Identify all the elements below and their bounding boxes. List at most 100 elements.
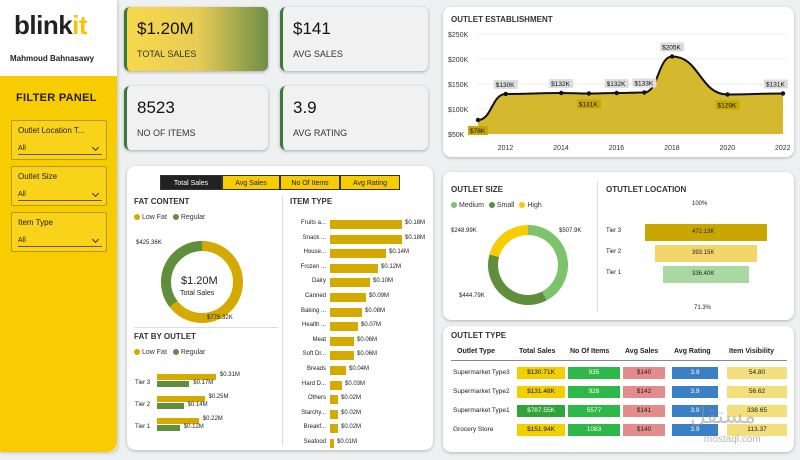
item-category: Frozen ... [300, 263, 326, 270]
y-tick-label: $200K [448, 57, 469, 64]
data-label: $78K [470, 128, 486, 135]
item-category: Dairy [311, 278, 326, 285]
filter-dropdown[interactable]: All [18, 235, 102, 247]
item-category: Snack ... [302, 234, 326, 241]
kpi-avg-rating: 3.9 AVG RATING [280, 86, 428, 150]
table-cell-items: 928 [568, 386, 620, 398]
table-cell-type: Supermarket Type3 [453, 369, 510, 376]
item-category: Starchy... [301, 409, 326, 416]
tab-avg-rating[interactable]: Avg Rating [340, 175, 400, 190]
fat-by-outlet-legend: Low Fat Regular [134, 349, 205, 356]
legend-dot [134, 349, 140, 356]
item-value-label: $0.06M [357, 351, 378, 358]
kpi-value: $1.20M [137, 19, 194, 38]
item-category: House... [303, 249, 326, 256]
data-point [558, 90, 564, 96]
table-cell-rating: 3.9 [672, 386, 718, 398]
kpi-value: $141 [293, 19, 331, 38]
tab-no-of-items[interactable]: No Of Items [280, 175, 340, 190]
data-label: $130K [496, 82, 515, 89]
item-value-label: $0.07M [361, 322, 382, 329]
data-label-bg [764, 79, 788, 89]
kpi-total-sales: $1.20M TOTAL SALES [124, 7, 268, 71]
filter-outlet-size[interactable]: Outlet Size All [11, 166, 107, 206]
data-point [475, 117, 481, 123]
item-value-label: $0.06M [357, 336, 378, 343]
item-bar [330, 366, 346, 375]
sidebar: blinkit Mahmoud Bahnasawy FILTER PANEL O… [0, 0, 117, 452]
table-cell-avg: $142 [623, 386, 665, 398]
funnel-bar [645, 224, 767, 241]
fbo-category: Tier 2 [135, 402, 151, 408]
table-cell-avg: $140 [623, 367, 665, 379]
data-label-bg [604, 79, 629, 88]
donut-slice [527, 225, 568, 301]
kpi-no-of-items: 8523 NO OF ITEMS [124, 86, 268, 150]
kpi-label: AVG SALES [293, 49, 343, 59]
donut-label-regular: $425.36K [136, 240, 162, 246]
tab-avg-sales[interactable]: Avg Sales [222, 175, 280, 190]
data-label: $131K [766, 82, 785, 89]
item-value-label: $0.09M [369, 293, 390, 299]
donut-label-lowfat: $776.32K [207, 315, 233, 321]
item-category: Hard D... [301, 380, 326, 387]
fbo-category: Tier 1 [135, 424, 151, 430]
item-category: Health ... [301, 322, 326, 329]
item-category: Seafood [303, 439, 326, 445]
data-label: $133K [634, 81, 653, 88]
outlet-establishment-chart: $250K $200K $150K $100K $50K $78K $130K $132K $1… [448, 32, 790, 152]
funnel-label: 393.15K [692, 250, 715, 256]
funnel-category: Tier 2 [606, 249, 622, 255]
fat-content-legend: Low Fat Regular [134, 214, 205, 221]
data-label: $131K [579, 102, 598, 109]
item-bar [330, 336, 354, 346]
data-label-bg [632, 78, 657, 88]
donut-slice [488, 254, 547, 305]
outlet-size-donut [488, 225, 568, 305]
item-bar [330, 293, 366, 302]
size-label-high: $248.99K [451, 228, 477, 234]
funnel-bar [655, 245, 757, 262]
filter-outlet-location[interactable]: Outlet Location T... All [11, 120, 107, 160]
data-point [669, 54, 675, 59]
donut-slice [489, 225, 529, 258]
brand-logo: blinkit [14, 10, 88, 40]
item-bar [330, 439, 334, 448]
item-bar [330, 395, 338, 405]
fat-by-outlet-title: FAT BY OUTLET [134, 332, 196, 341]
donut-center-value: $1.20M [181, 275, 218, 287]
fbo-bar-regular [157, 425, 180, 431]
filter-label: Outlet Size [18, 172, 58, 181]
fbo-label-lowfat: $0.25M [208, 394, 229, 400]
user-name: Mahmoud Bahnasawy [10, 54, 95, 63]
chevron-down-icon [91, 143, 100, 152]
table-header: Total Sales [519, 348, 556, 355]
table-cell-visibility: 113.37 [727, 424, 787, 436]
table-cell-visibility: 56.62 [727, 386, 787, 398]
filter-item-type[interactable]: Item Type All [11, 212, 107, 252]
tab-total-sales[interactable]: Total Sales [160, 175, 222, 190]
table-header: Outlet Type [457, 348, 495, 355]
table-cell-rating: 3.9 [672, 405, 718, 417]
x-tick-label: 2016 [609, 145, 625, 152]
funnel-label: 472.13K [692, 229, 715, 235]
data-label: $205K [662, 45, 681, 52]
item-value-label: $0.02M [341, 409, 362, 416]
filter-dropdown[interactable]: All [18, 189, 102, 201]
data-label-bg [493, 80, 518, 89]
data-point [780, 91, 786, 96]
legend-dot [451, 202, 457, 209]
data-point [614, 90, 619, 96]
outlet-establishment-title: OUTLET ESTABLISHMENT [451, 15, 553, 24]
x-tick-label: 2012 [498, 145, 514, 152]
item-category: Soft Dr... [302, 351, 326, 358]
item-category: Baking ... [300, 307, 326, 314]
table-header: Item Visibility [729, 348, 774, 355]
data-label-bg [576, 99, 601, 109]
table-cell-avg: $140 [623, 424, 665, 436]
fbo-bar-lowfat [157, 396, 205, 402]
filter-dropdown[interactable]: All [18, 143, 102, 155]
data-label-bg [660, 42, 685, 52]
table-cell-visibility: 54.80 [727, 367, 787, 379]
item-category: Canned [304, 293, 326, 299]
